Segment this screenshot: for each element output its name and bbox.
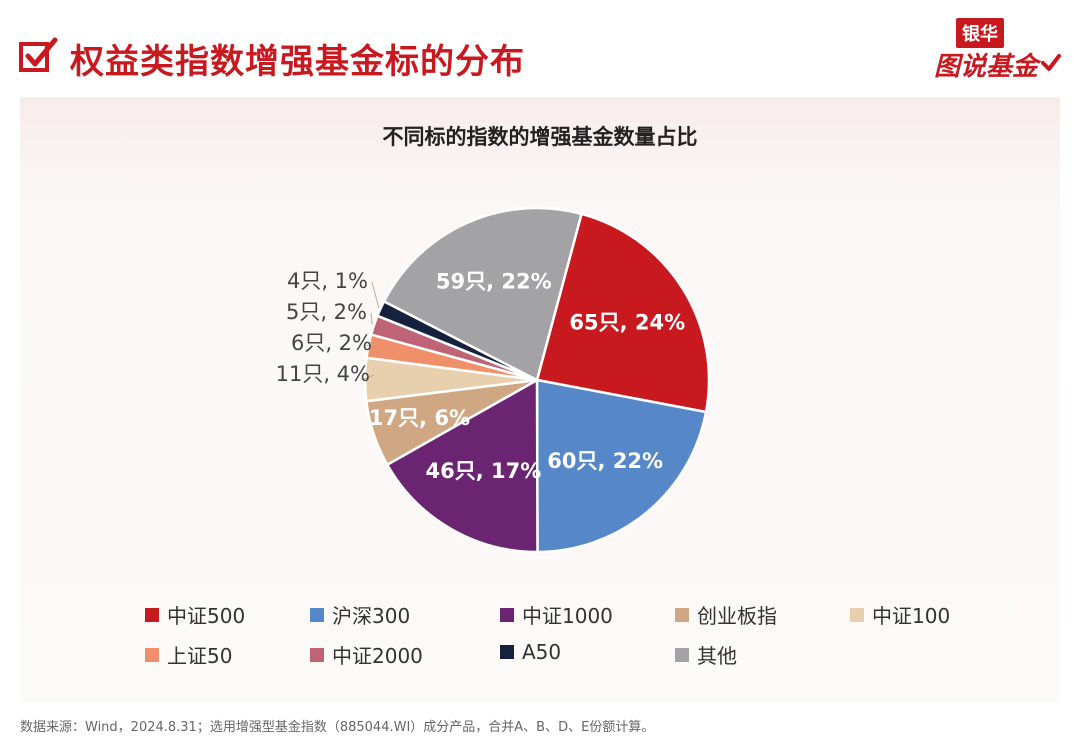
- legend-label-9: 其他: [697, 644, 737, 668]
- legend-item-7: 中证2000: [310, 640, 423, 669]
- legend-swatch-3: [500, 607, 514, 622]
- pie-slice-3: [385, 377, 539, 554]
- pie-label-6: 6只, 2%: [291, 331, 372, 355]
- pie-label-8: 4只, 1%: [287, 269, 368, 293]
- legend-label-1: 中证500: [167, 604, 246, 628]
- legend-item-3: 中证1000: [500, 600, 613, 629]
- header: 权益类指数增强基金标的分布 银华 图说基金: [18, 18, 1062, 82]
- legend-label-5: 中证100: [872, 604, 951, 628]
- legend-item-6: 上证50: [145, 640, 232, 669]
- pie-slice-2: [535, 378, 708, 554]
- brand-check-icon: [1041, 54, 1061, 71]
- legend-item-1: 中证500: [145, 600, 245, 629]
- legend-item-5: 中证100: [850, 600, 950, 629]
- leader-line-8: [371, 281, 380, 308]
- pie-label-5: 11只, 4%: [276, 362, 370, 386]
- legend-item-8: A50: [500, 640, 561, 664]
- legend-item-9: 其他: [675, 640, 737, 669]
- legend-label-8: A50: [522, 640, 562, 664]
- legend-swatch-7: [310, 647, 324, 662]
- brand-logo-line1: 银华: [956, 18, 1004, 48]
- pie-label-2: 60只, 22%: [547, 449, 663, 473]
- chart-title: 不同标的指数的增强基金数量占比: [382, 125, 698, 149]
- legend-swatch-2: [310, 607, 324, 622]
- source-note: 数据来源：Wind，2024.8.31；选用增强型基金指数（885044.WI）…: [20, 720, 655, 735]
- checkbox-check-icon: [19, 37, 58, 72]
- leader-line-6: [366, 343, 377, 347]
- pie-label-4: 17只, 6%: [369, 406, 470, 430]
- leader-line-5: [362, 374, 375, 380]
- legend-item-2: 沪深300: [310, 600, 410, 629]
- brand-logo: 银华 图说基金: [932, 18, 1062, 82]
- legend-swatch-5: [850, 607, 864, 622]
- legend-swatch-6: [145, 647, 159, 662]
- legend-swatch-9: [675, 647, 689, 662]
- pie-label-1: 65只, 24%: [569, 310, 685, 334]
- chart-panel: 不同标的指数的增强基金数量占比 65只, 24% 60只, 22% 46只, 17%…: [20, 97, 1060, 702]
- legend-swatch-4: [675, 607, 689, 622]
- pie-label-7: 5只, 2%: [286, 300, 367, 324]
- pie-label-3: 46只, 17%: [426, 459, 542, 483]
- leader-line-7: [370, 312, 373, 325]
- legend-item-4: 创业板指: [675, 600, 777, 629]
- legend-label-6: 上证50: [167, 644, 233, 668]
- legend-swatch-8: [500, 645, 514, 659]
- page-title: 权益类指数增强基金标的分布: [70, 42, 525, 82]
- legend-label-7: 中证2000: [332, 644, 423, 668]
- legend-label-4: 创业板指: [697, 604, 777, 628]
- pie-label-9: 59只, 22%: [436, 270, 552, 294]
- legend-label-2: 沪深300: [332, 604, 411, 628]
- legend-swatch-1: [145, 607, 159, 622]
- pie-chart: 65只, 24% 60只, 22%46只, 17% 17只, 6% 11只, 4% 6只…: [276, 206, 711, 554]
- legend-label-3: 中证1000: [522, 604, 613, 628]
- pie-slice-9: [382, 206, 584, 382]
- pie-slice-1: [535, 212, 711, 414]
- brand-logo-line2: 图说基金: [934, 52, 1039, 82]
